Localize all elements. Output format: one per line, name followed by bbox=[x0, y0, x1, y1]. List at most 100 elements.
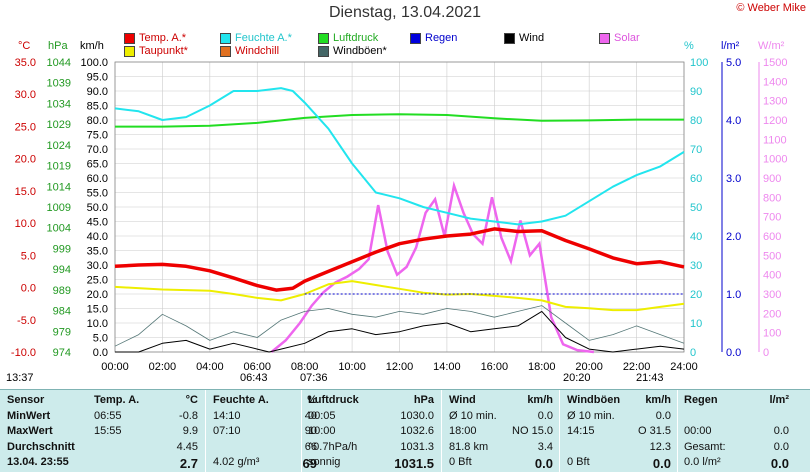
x-tick-label: 02:00 bbox=[149, 361, 177, 373]
stats-table: Sensor Temp. A. °C Feuchte A.% Luftdruck hPa W… bbox=[0, 389, 810, 472]
temp-tick-label: 5.0 bbox=[21, 250, 36, 262]
table-header-cell: km/h bbox=[527, 394, 553, 406]
table-cell: 00:05 bbox=[308, 409, 336, 422]
weather-chart: 00:00 02:00 04:00 06:00 08:00 10:00 12:00 14:00… bbox=[11, 57, 788, 373]
table-header-cell: km/h bbox=[645, 394, 671, 406]
hum-tick-label: 0 bbox=[690, 347, 696, 359]
copyright-link[interactable]: © Weber Mike bbox=[736, 2, 806, 14]
table-cell: 18:00 bbox=[449, 425, 477, 437]
hum-tick-label: 50 bbox=[690, 202, 702, 214]
press-tick-label: 1034 bbox=[47, 98, 71, 110]
legend-label: Taupunkt* bbox=[139, 45, 188, 57]
legend-item: Luftdruck bbox=[318, 32, 378, 44]
solar-line bbox=[270, 180, 595, 354]
table-cell: 1031.3 bbox=[400, 440, 434, 453]
hum-tick-label: 80 bbox=[690, 115, 702, 127]
legend-label: Regen bbox=[425, 32, 458, 44]
table-header-cell: Windböen bbox=[567, 394, 621, 406]
table-cell: 14:15 bbox=[567, 425, 595, 437]
legend-swatch bbox=[504, 32, 515, 44]
sunrise-time: 06:43 bbox=[240, 372, 268, 384]
x-tick-label: 12:00 bbox=[386, 361, 414, 373]
rain-tick-label: 3.0 bbox=[726, 173, 741, 185]
pressure-line bbox=[115, 113, 684, 128]
solar-tick-label: 1200 bbox=[763, 115, 787, 127]
table-cell: 00:00 bbox=[684, 425, 712, 437]
temp-tick-label: -10.0 bbox=[11, 347, 36, 359]
legend-label: Temp. A.* bbox=[139, 32, 187, 44]
unit-solar: W/m² bbox=[758, 40, 785, 52]
legend-item: Wind bbox=[504, 32, 544, 44]
sunrise2-time: 07:36 bbox=[300, 372, 328, 384]
x-tick-label: 20:00 bbox=[575, 361, 603, 373]
table-cell: Ø 10 min. bbox=[449, 409, 497, 422]
press-tick-label: 974 bbox=[53, 347, 71, 359]
legend-swatch bbox=[124, 45, 135, 57]
wind-tick-label: 100.0 bbox=[80, 57, 108, 69]
unit-hum: % bbox=[684, 40, 694, 52]
unit-wind: km/h bbox=[80, 40, 104, 52]
table-cell: 0.0 bbox=[773, 440, 789, 453]
table-cell: 69 bbox=[302, 456, 317, 471]
press-tick-label: 1029 bbox=[47, 119, 71, 131]
temp-tick-label: -5.0 bbox=[17, 315, 36, 327]
legend-swatch bbox=[599, 32, 610, 44]
press-tick-label: 999 bbox=[53, 243, 71, 255]
table-header-cell: Sensor bbox=[7, 394, 45, 406]
rain-tick-label: 5.0 bbox=[726, 57, 741, 69]
press-tick-label: 1019 bbox=[47, 161, 71, 173]
press-tick-label: 994 bbox=[53, 264, 71, 276]
table-cell: 0.0 bbox=[770, 456, 789, 471]
table-cell: 2.7 bbox=[179, 456, 198, 471]
table-cell: 07:10 bbox=[213, 425, 241, 437]
wind-tick-label: 0.0 bbox=[93, 347, 108, 359]
table-cell: Gesamt: bbox=[684, 440, 726, 453]
temperature-line bbox=[114, 227, 685, 292]
table-cell: 06:55 bbox=[94, 409, 122, 422]
table-cell: Ø 10 min. bbox=[567, 409, 615, 422]
legend-label: Luftdruck bbox=[333, 32, 379, 44]
hum-tick-label: 10 bbox=[690, 318, 702, 330]
wind-tick-label: 50.0 bbox=[87, 202, 108, 214]
temp-tick-label: 10.0 bbox=[15, 218, 36, 230]
table-cell: 12.3 bbox=[649, 440, 671, 453]
wind-tick-label: 65.0 bbox=[87, 159, 108, 171]
press-tick-label: 1014 bbox=[47, 181, 71, 193]
solar-tick-label: 200 bbox=[763, 308, 781, 320]
solar-tick-label: 1000 bbox=[763, 154, 787, 166]
series-lines bbox=[114, 87, 685, 353]
table-header-cell: °C bbox=[185, 394, 198, 406]
table-cell: 0.0 l/m² bbox=[684, 456, 721, 468]
table-cell: 14:10 bbox=[213, 409, 241, 422]
table-cell: 66 bbox=[304, 440, 317, 453]
rain-tick-label: 2.0 bbox=[726, 231, 741, 243]
solar-tick-label: 100 bbox=[763, 328, 781, 340]
table-cell: 90 bbox=[304, 425, 317, 437]
wind-tick-label: 25.0 bbox=[87, 275, 108, 287]
legend-item: Temp. A.* bbox=[124, 32, 186, 44]
table-header-cell: Feuchte A. bbox=[213, 394, 269, 406]
legend-item: Solar bbox=[599, 32, 640, 44]
table-cell: sonnig bbox=[308, 456, 341, 468]
x-tick-label: 06:00 bbox=[243, 361, 271, 373]
x-tick-label: 16:00 bbox=[481, 361, 509, 373]
humidity-line bbox=[114, 87, 685, 226]
wind-tick-label: 30.0 bbox=[87, 260, 108, 272]
rain-tick-label: 1.0 bbox=[726, 289, 741, 301]
press-tick-label: 989 bbox=[53, 285, 71, 297]
press-tick-label: 984 bbox=[53, 306, 71, 318]
table-cell: 1031.5 bbox=[394, 456, 434, 471]
hum-tick-label: 30 bbox=[690, 260, 702, 272]
temp-tick-label: 0.0 bbox=[21, 283, 36, 295]
table-cell: 81.8 km bbox=[449, 440, 489, 453]
legend-swatch bbox=[124, 32, 135, 44]
legend-label: Wind bbox=[519, 32, 545, 44]
solar-tick-label: 300 bbox=[763, 289, 781, 301]
wind-tick-label: 90.0 bbox=[87, 86, 108, 98]
hum-tick-label: 60 bbox=[690, 173, 702, 185]
table-cell: MinWert bbox=[7, 409, 51, 422]
hum-tick-label: 100 bbox=[690, 57, 708, 69]
solar-tick-label: 800 bbox=[763, 192, 781, 204]
press-tick-label: 1024 bbox=[47, 140, 71, 152]
table-cell: 3.4 bbox=[537, 440, 553, 453]
